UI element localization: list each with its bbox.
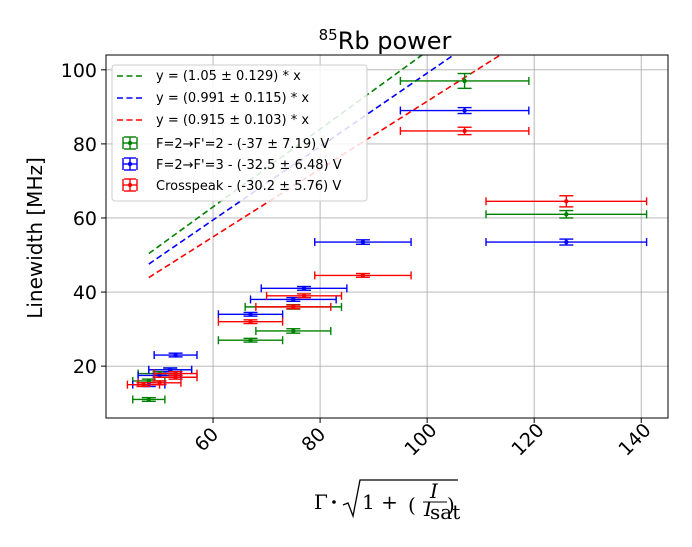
x-tick-label: 60 [190,423,223,456]
y-axis-label: Linewidth [MHz] [23,157,47,319]
data-marker [301,293,307,298]
legend-swatch-marker [127,182,133,188]
title-superscript: 85 [319,26,338,44]
x-axis-label-sat: sat [430,500,460,524]
data-point [217,336,284,345]
data-point [217,317,284,326]
data-point [255,326,332,335]
data-marker [291,304,296,310]
y-tick-label: 40 [73,282,97,304]
y-tick-label: 60 [73,208,97,230]
data-point [255,302,332,311]
axes-frame [105,54,669,419]
x-tick-label: 80 [298,423,331,456]
plot-area: 60 80 100 120 140 20 40 60 80 100 [61,54,669,460]
data-marker [173,375,178,380]
legend-series-label: F=2→F'=2 - (-37 ± 7.19) V [156,137,329,152]
data-marker [564,199,569,204]
chart-title: 85Rb power [319,26,452,55]
series-2 [126,126,648,389]
data-point [265,291,343,300]
data-marker [291,328,296,334]
data-point [399,106,530,115]
legend: y = (1.05 ± 0.129) * x y = (0.991 ± 0.115… [111,64,368,202]
legend-box [111,64,368,202]
y-tick-label: 20 [73,356,97,378]
data-marker [360,273,366,278]
data-marker [157,373,162,378]
data-marker [564,212,569,217]
y-tick-label: 100 [61,60,97,82]
x-axis-label-one: 1 + [362,490,398,514]
data-point [485,209,648,219]
x-axis-label-numerator: I [429,479,439,503]
data-point [217,310,284,319]
data-point [399,126,530,136]
data-point [485,195,648,208]
x-tick-label: 120 [507,419,548,460]
data-marker [462,108,467,113]
x-axis-label-gamma: Γ [314,490,328,514]
data-point [249,295,337,304]
data-point [126,380,161,389]
data-point [132,395,166,404]
legend-series-label: F=2→F'=3 - (-32.5 ± 6.48) V [156,158,342,173]
legend-series-label: Crosspeak - (-30.2 ± 5.76) V [156,179,341,194]
data-point [260,284,348,293]
data-point [485,238,648,247]
legend-fit-label: y = (0.915 ± 0.103) * x [156,113,309,128]
data-marker [301,286,307,291]
x-axis-label-radical [342,479,458,519]
data-marker [564,239,569,245]
data-point [314,238,412,247]
legend-swatch-marker [127,161,133,167]
x-axis-label-denominator: I [423,497,433,521]
data-point [153,351,198,360]
data-marker [462,78,467,84]
data-marker [291,297,296,302]
data-marker [141,382,146,387]
data-marker [173,352,178,358]
x-axis-label-rparen: ) [447,493,455,517]
data-layer [126,55,648,404]
data-marker [360,239,366,245]
data-point [148,365,193,374]
legend-fit-label: y = (1.05 ± 0.129) * x [156,69,301,84]
x-tick-label: 140 [614,419,655,460]
x-axis-label-lparen: ( [408,493,416,517]
legend-swatch-marker [127,140,133,146]
data-marker [248,338,253,343]
data-marker [173,371,178,376]
data-marker [462,128,467,134]
data-marker [168,367,173,373]
data-marker [248,312,253,317]
title-main: Rb power [338,27,452,55]
data-marker [146,397,152,402]
x-axis-label-dot [332,500,336,504]
x-tick-label: 100 [400,419,441,460]
data-marker [248,319,253,324]
data-point [314,271,412,280]
y-tick-label: 80 [73,134,97,156]
x-axis-label: Γ 1 + ( I I sat ) [314,479,460,524]
legend-fit-label: y = (0.991 ± 0.115) * x [156,91,309,106]
data-point [399,72,530,90]
data-marker [146,378,152,384]
